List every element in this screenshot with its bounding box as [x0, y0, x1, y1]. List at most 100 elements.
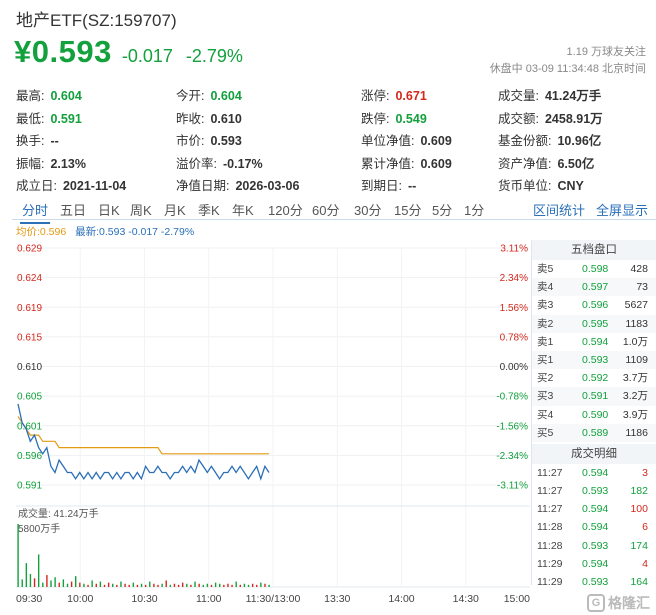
- order-volume: 3.7万: [622, 372, 648, 385]
- stat-value: 0.671: [395, 89, 427, 103]
- volume-bar: [132, 582, 135, 587]
- order-label: 买1: [537, 353, 554, 366]
- trade-volume: 6: [642, 521, 648, 534]
- order-label: 买5: [537, 426, 554, 439]
- x-tick-label: 11:00: [196, 593, 222, 605]
- interval-stats-link[interactable]: 区间统计: [533, 203, 586, 218]
- pct-tick-label: 2.34%: [500, 273, 528, 284]
- stat-cell: 今开: 0.604: [176, 85, 242, 104]
- stat-label: 跌停:: [361, 111, 390, 126]
- order-price: 0.596: [582, 299, 609, 312]
- order-price: 0.591: [582, 390, 609, 403]
- volume-bar: [66, 583, 69, 587]
- stat-value: 10.96亿: [557, 134, 602, 148]
- stat-cell: 成交量: 41.24万手: [498, 85, 601, 104]
- pct-tick-label: 0.00%: [500, 362, 528, 373]
- trade-volume: 164: [630, 576, 648, 588]
- pct-tick-label: 3.11%: [500, 244, 528, 255]
- order-volume: 3.2万: [622, 390, 648, 403]
- market-status: 休盘中 03-09 11:34:48 北京时间: [489, 63, 646, 75]
- tab-7[interactable]: 120分: [268, 203, 303, 218]
- trade-price: 0.594: [582, 466, 609, 479]
- pct-tick-label: -0.78%: [496, 392, 528, 403]
- volume-bar: [260, 582, 262, 587]
- volume-bar: [264, 583, 266, 587]
- stat-label: 基金份额:: [498, 134, 552, 148]
- trade-time: 11:27: [537, 503, 563, 516]
- order-volume: 1183: [625, 317, 648, 330]
- volume-bar: [210, 584, 213, 587]
- tab-9[interactable]: 30分: [354, 203, 382, 218]
- fullscreen-link[interactable]: 全屏显示: [596, 203, 649, 218]
- volume-bar: [169, 584, 172, 587]
- pct-tick-label: 0.78%: [500, 332, 528, 343]
- order-price: 0.597: [582, 281, 609, 294]
- tab-12[interactable]: 1分: [464, 203, 485, 218]
- stat-cell: 到期日: --: [361, 175, 416, 194]
- volume-bar: [17, 524, 19, 587]
- order-volume: 1186: [625, 426, 648, 439]
- y-tick-label: 0.601: [17, 421, 42, 432]
- stat-label: 今开:: [176, 89, 205, 103]
- stat-value: 0.591: [50, 111, 82, 126]
- trade-time: 11:29: [537, 557, 563, 570]
- trade-time: 11:28: [537, 521, 563, 534]
- stat-value: 0.609: [420, 134, 452, 148]
- tab-3[interactable]: 周K: [130, 203, 152, 218]
- volume-bar: [173, 583, 176, 587]
- watermark: G 格隆汇: [587, 593, 650, 613]
- order-label: 卖3: [537, 299, 554, 312]
- volume-bar: [75, 576, 77, 587]
- y-tick-label: 0.596: [17, 451, 42, 462]
- pct-tick-label: 1.56%: [500, 303, 528, 314]
- order-label: 卖5: [537, 263, 554, 275]
- stat-value: 2458.91万: [544, 111, 603, 126]
- stat-label: 溢价率:: [176, 156, 217, 171]
- x-tick-label: 10:30: [131, 593, 157, 605]
- stat-value: 41.24万手: [544, 89, 602, 103]
- order-price: 0.595: [582, 317, 609, 330]
- order-volume: 1109: [625, 353, 648, 366]
- trade-price: 0.594: [582, 503, 609, 516]
- volume-bar: [46, 575, 48, 587]
- legend-avg-price: 均价:0.596: [16, 226, 67, 238]
- order-label: 卖4: [537, 281, 554, 294]
- stat-value: 2021-11-04: [62, 179, 127, 193]
- tab-5[interactable]: 季K: [198, 203, 220, 218]
- stat-label: 最低:: [16, 111, 45, 126]
- tab-6[interactable]: 年K: [232, 203, 254, 218]
- volume-bar: [37, 554, 40, 587]
- volume-bar: [107, 582, 110, 587]
- order-book-row: 买2 0.592 3.7万: [532, 369, 656, 387]
- tab-1[interactable]: 五日: [60, 203, 87, 218]
- stat-cell: 货币单位: CNY: [498, 175, 584, 194]
- trade-price: 0.593: [582, 539, 609, 552]
- tab-0[interactable]: 分时: [19, 200, 51, 224]
- tab-8[interactable]: 60分: [312, 203, 340, 218]
- volume-bar: [231, 584, 233, 587]
- volume-bar: [87, 584, 89, 587]
- stat-cell: 成交额: 2458.91万: [498, 108, 603, 127]
- order-label: 买2: [537, 372, 554, 385]
- tab-11[interactable]: 5分: [432, 203, 453, 218]
- trade-row: 11:27 0.594 3: [532, 464, 656, 482]
- stat-label: 振幅:: [16, 156, 45, 171]
- y-tick-label: 0.629: [17, 244, 42, 255]
- tab-10[interactable]: 15分: [394, 203, 422, 218]
- order-book-row: 买3 0.591 3.2万: [532, 387, 656, 406]
- follower-count: 1.19 万球友关注: [566, 46, 646, 58]
- tab-4[interactable]: 月K: [164, 203, 186, 218]
- trade-row: 11:29 0.593 164: [532, 573, 656, 591]
- trade-volume: 3: [642, 466, 648, 479]
- volume-bar: [128, 584, 130, 587]
- order-book-row: 卖4 0.597 73: [532, 278, 656, 297]
- intraday-chart[interactable]: 0.629 3.11% 0.624 2.34% 0.619 1.56% 0.615 0.78%…: [0, 236, 532, 615]
- watermark-logo-icon: G: [587, 594, 605, 612]
- trade-volume: 182: [630, 485, 648, 498]
- stat-cell: 净值日期: 2026-03-06: [176, 175, 299, 194]
- watermark-text: 格隆汇: [608, 595, 650, 611]
- y-tick-label: 0.591: [17, 481, 42, 492]
- order-book-rows: 卖5 0.598 428 卖4 0.597 73 卖3 0.596 5627 卖2 0.595 118…: [532, 260, 656, 442]
- change-value: -0.017: [121, 46, 173, 66]
- tab-2[interactable]: 日K: [98, 203, 120, 218]
